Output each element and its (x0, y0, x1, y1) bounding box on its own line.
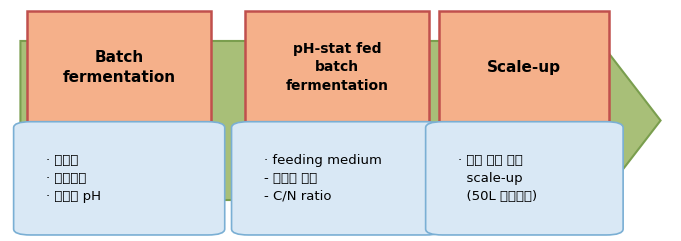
Text: · 교반속도: · 교반속도 (46, 172, 86, 185)
Text: scale-up: scale-up (458, 172, 522, 185)
Text: · 통기량: · 통기량 (46, 154, 78, 167)
FancyBboxPatch shape (426, 122, 623, 235)
Text: · 최적 조건 통합: · 최적 조건 통합 (458, 154, 522, 167)
Text: · feeding medium: · feeding medium (264, 154, 381, 167)
Text: - C/N ratio: - C/N ratio (264, 190, 331, 203)
FancyBboxPatch shape (232, 122, 443, 235)
Text: (50L 발효설비): (50L 발효설비) (458, 190, 537, 203)
Text: Batch
fermentation: Batch fermentation (63, 50, 176, 85)
Text: Scale-up: Scale-up (488, 60, 561, 75)
FancyBboxPatch shape (439, 11, 609, 124)
Text: pH-stat fed
batch
fermentation: pH-stat fed batch fermentation (285, 42, 389, 93)
Text: · 배양액 pH: · 배양액 pH (46, 190, 101, 203)
FancyBboxPatch shape (245, 11, 429, 124)
FancyBboxPatch shape (27, 11, 211, 124)
FancyBboxPatch shape (14, 122, 225, 235)
Text: - 탄소원 농도: - 탄소원 농도 (264, 172, 317, 185)
Polygon shape (20, 41, 661, 200)
